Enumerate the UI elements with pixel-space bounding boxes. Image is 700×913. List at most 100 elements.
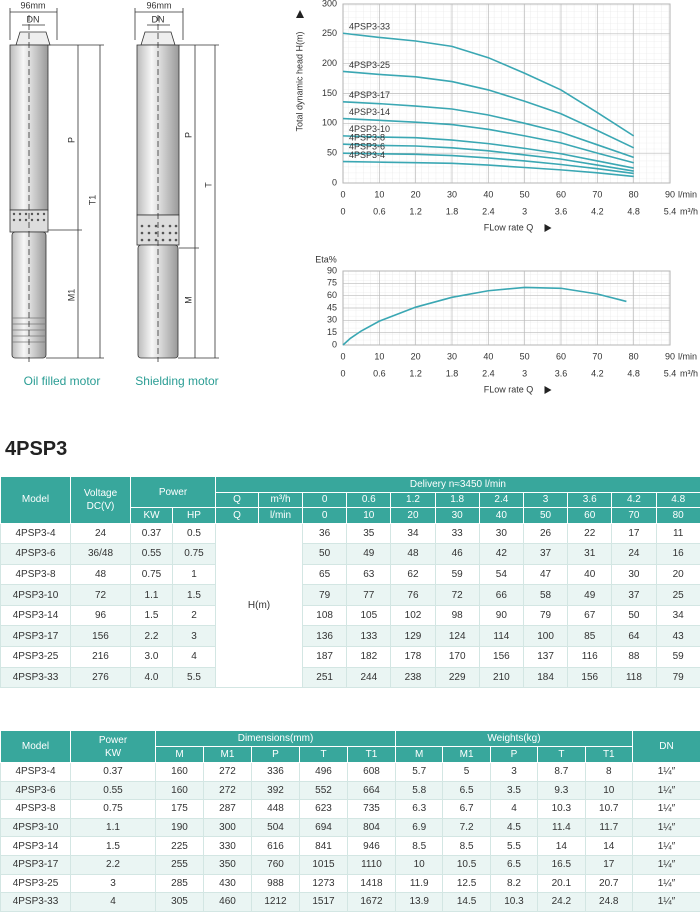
table-cell: 11.7	[584, 817, 633, 838]
table-row: 4PSP3-17 2.2 255 350 760 1015 1110 10 10.5 6.5 16.…	[0, 854, 700, 875]
header-cell: 40	[478, 507, 524, 524]
header-cell: T	[299, 746, 348, 763]
y-axis-title: Eta%	[315, 254, 337, 264]
table-cell: 608	[347, 762, 396, 782]
x2-tick-label: 4.2	[591, 368, 604, 378]
table-cell: 14	[537, 836, 586, 856]
table-cell: 6.7	[442, 799, 491, 819]
table-cell: 2	[171, 604, 217, 627]
table-cell: 552	[299, 780, 348, 801]
y-tick-label: 45	[327, 302, 337, 312]
x-tick-label: 50	[520, 351, 530, 361]
table-cell: 5.5	[489, 836, 539, 856]
y-axis-title: Total dynamic head H(m)	[294, 31, 304, 131]
table-cell: 287	[203, 799, 252, 819]
table-cell: 4PSP3-10	[0, 584, 71, 606]
header-cell: Voltage DC(V)	[70, 476, 131, 524]
table-cell: 77	[346, 584, 392, 606]
table-cell: 392	[251, 780, 300, 801]
table-cell: 14.5	[442, 892, 491, 912]
table-row: 4PSP3-10 72 1.1 1.5 79 77 76 72 66 58 49 37 25	[0, 584, 700, 606]
table-cell: 48	[390, 543, 436, 565]
table-row: 4PSP3-4 0.37 160 272 336 496 608 5.7 5 3 8.7 8 1¼″	[0, 762, 700, 782]
table-cell: 59	[655, 646, 700, 668]
x2-tick-label: 0.6	[373, 206, 386, 216]
series-label: 4PSP3-8	[349, 133, 385, 143]
header-cell: 60	[567, 507, 613, 524]
table-cell: 6.9	[394, 817, 444, 838]
table-cell: 90	[478, 604, 524, 627]
arrow	[544, 224, 552, 232]
x-tick-label: 60	[556, 189, 566, 199]
table-cell: 30	[478, 522, 524, 545]
table-cell: 4PSP3-14	[0, 836, 71, 856]
table-cell: 2.2	[130, 625, 173, 648]
table-cell: 804	[347, 817, 396, 838]
table-cell: 48	[70, 563, 131, 586]
header-cell: P	[489, 746, 539, 763]
table-cell: 118	[611, 666, 657, 689]
table-cell: 20.7	[584, 873, 633, 894]
table-cell: 24.2	[537, 892, 586, 912]
table-cell: 0.37	[130, 522, 173, 545]
curve	[342, 117, 634, 164]
x2-tick-label: 3.6	[555, 368, 568, 378]
table-cell: 4PSP3-25	[0, 873, 71, 894]
table-cell: 0.5	[171, 522, 217, 545]
arrow	[296, 10, 304, 18]
table-cell: 305	[155, 892, 204, 912]
table-cell: 49	[567, 584, 613, 606]
dot-pattern	[140, 224, 178, 242]
table-cell: 244	[346, 666, 392, 689]
table-cell: 24	[70, 522, 131, 545]
table-cell: 3	[171, 625, 217, 648]
table-cell: 184	[522, 666, 569, 689]
table-cell: 664	[347, 780, 396, 801]
figure-area: 96mm DN P T1 M1 Oil filled motor 96mm DN…	[9, 0, 698, 394]
table-cell: 988	[251, 873, 300, 894]
table-cell: 4PSP3-25	[0, 646, 71, 668]
x2-tick-label: 2.4	[482, 206, 495, 216]
header-cell: Weights(kg)	[395, 730, 633, 747]
series-label: 4PSP3-25	[349, 60, 390, 70]
table-cell: 1¼″	[631, 799, 700, 819]
table-title: 4PSP3	[5, 438, 68, 460]
x2-tick-label: 1.8	[446, 206, 459, 216]
table-row: 4PSP3-6 36/48 0.55 0.75 50 49 48 46 42 37 31 24 16	[0, 543, 700, 565]
oil-filled-pump-drawing	[9, 8, 104, 362]
table-cell: 1¼″	[631, 762, 700, 782]
table-cell: 35	[346, 522, 392, 545]
table-cell: 13.9	[394, 892, 444, 912]
table-cell: 1¼″	[631, 780, 700, 801]
x-tick-label: 70	[592, 189, 602, 199]
series-label: 4PSP3-14	[349, 107, 390, 117]
table-row: M M1 P T T1 M M1 P T T1	[1, 746, 700, 763]
y-tick-label: 100	[322, 118, 337, 128]
table-cell: 4PSP3-8	[0, 563, 71, 586]
x-unit: l/min	[678, 189, 697, 199]
header-cell: Model	[0, 730, 71, 763]
header-cell: 0.6	[346, 491, 392, 508]
table-row: 4PSP3-33 276 4.0 5.5 251 244 238 229 210 184 156 11…	[0, 666, 700, 689]
x2-unit: m³/h	[680, 206, 698, 216]
t-label: T1	[87, 195, 97, 206]
curve	[342, 160, 634, 178]
curve	[342, 135, 634, 169]
table-cell: 272	[203, 762, 252, 782]
table-cell: 229	[434, 666, 480, 689]
table-cell: 170	[434, 646, 480, 668]
header-cell: Power KW	[70, 730, 156, 763]
table-cell: 85	[567, 625, 613, 648]
x-tick-label: 0	[340, 351, 345, 361]
table-cell: 40	[567, 563, 613, 586]
curve	[342, 70, 635, 149]
x-tick-label: 40	[483, 351, 493, 361]
table-cell: 1.1	[70, 817, 156, 838]
table-cell: 79	[522, 604, 569, 627]
y-tick-label: 60	[327, 290, 337, 300]
table-cell: 49	[346, 543, 392, 565]
y-tick-label: 15	[327, 327, 337, 337]
header-cell: Model	[0, 476, 71, 524]
table-cell: 50	[611, 604, 657, 627]
